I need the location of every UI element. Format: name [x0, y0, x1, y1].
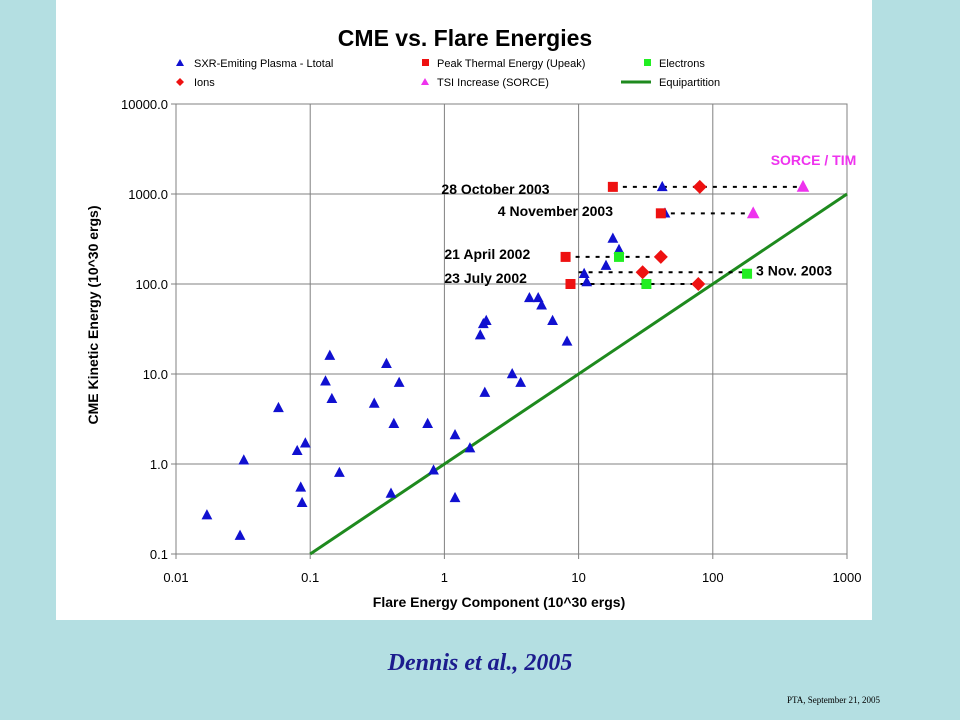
y-tick-label: 100.0 — [135, 277, 168, 292]
x-tick-label: 10 — [571, 570, 585, 585]
y-tick-label: 10.0 — [143, 367, 168, 382]
legend-item-tsi: TSI Increase (SORCE) — [421, 77, 549, 89]
sxr-point — [536, 299, 547, 310]
sxr-point — [324, 349, 336, 360]
sxr-point — [581, 276, 593, 287]
annotation-label: SORCE / TIM — [771, 152, 857, 168]
sxr-point — [613, 243, 625, 254]
thermal-point — [565, 279, 576, 289]
sxr-point — [299, 437, 311, 448]
electrons-point — [613, 251, 624, 262]
legend-label-sxr: SXR-Emiting Plasma - Ltotal — [194, 58, 333, 70]
plot-area: 0.01 0.1 1 10 100 1000 0.1 1.0 10.0 100.0 1000.0 10… — [121, 97, 861, 585]
electrons-point — [742, 268, 753, 279]
sxr-point — [388, 417, 400, 428]
sxr-point — [578, 267, 590, 278]
sxr-point — [333, 466, 345, 477]
sxr-point — [385, 487, 397, 498]
chart-title: CME vs. Flare Energies — [338, 25, 592, 51]
sxr-point — [474, 329, 486, 340]
y-tick-label: 1000.0 — [128, 187, 168, 202]
sxr-point — [295, 481, 307, 492]
sxr-point — [238, 454, 250, 465]
legend-item-thermal: Peak Thermal Energy (Upeak) — [422, 58, 585, 70]
y-tick-label: 10000.0 — [121, 97, 168, 112]
x-tick-label: 1000 — [833, 570, 862, 585]
legend-square-icon — [644, 59, 651, 66]
legend-item-electrons: Electrons — [644, 58, 705, 70]
legend-triangle-icon — [176, 59, 184, 66]
chart-panel: CME vs. Flare Energies SXR-Emiting Plasm… — [56, 0, 872, 620]
electrons-point — [641, 279, 652, 289]
legend-label-thermal: Peak Thermal Energy (Upeak) — [437, 58, 585, 70]
equipartition-line — [309, 192, 848, 556]
chart: CME vs. Flare Energies SXR-Emiting Plasm… — [85, 25, 861, 610]
sxr-point — [561, 335, 573, 346]
y-tick-label: 1.0 — [150, 457, 168, 472]
sxr-point — [291, 444, 303, 456]
plot-frame — [175, 103, 848, 555]
x-tick-label: 0.01 — [163, 570, 188, 585]
tsi-point — [746, 206, 760, 219]
legend-label-ions: Ions — [194, 77, 215, 89]
legend-item-equipartition: Equipartition — [621, 77, 720, 89]
legend-item-ions: Ions — [176, 77, 215, 89]
sxr-point — [532, 291, 544, 303]
x-axis-label-text: Flare Energy Component (10^30 ergs) — [373, 594, 625, 610]
ions-point — [691, 277, 706, 291]
sxr-point — [600, 259, 612, 270]
sxr-point — [320, 375, 331, 386]
annotation-label: 23 July 2002 — [444, 270, 527, 286]
x-tick-label: 0.1 — [301, 570, 319, 585]
legend-diamond-icon — [176, 78, 184, 86]
sxr-point — [234, 529, 246, 540]
thermal-point — [607, 181, 618, 192]
sxr-point — [515, 376, 527, 387]
thermal-point — [560, 251, 571, 262]
legend-triangle-icon — [421, 78, 429, 85]
sxr-point — [607, 232, 619, 243]
y-tick-label: 0.1 — [150, 547, 168, 562]
legend-label-electrons: Electrons — [659, 58, 705, 70]
x-axis-label: Flare Energy Component (10^30 ergs) — [373, 594, 625, 610]
tsi-point — [796, 179, 810, 192]
legend-label-tsi: TSI Increase (SORCE) — [437, 77, 549, 89]
annotation-label: 28 October 2003 — [441, 181, 549, 197]
ions-point — [635, 265, 650, 280]
ions-point — [653, 249, 668, 264]
x-tick-label: 100 — [702, 570, 724, 585]
citation-caption: Dennis et al., 2005 — [387, 650, 573, 676]
sxr-point — [326, 392, 338, 404]
sxr-point — [479, 386, 491, 397]
footer-date: PTA, September 21, 2005 — [786, 695, 880, 705]
sxr-point — [393, 376, 405, 387]
sxr-point — [381, 357, 392, 368]
legend-item-sxr: SXR-Emiting Plasma - Ltotal — [176, 58, 333, 70]
sxr-point — [480, 314, 492, 326]
ions-point — [692, 179, 707, 194]
sxr-point — [422, 417, 434, 428]
sxr-point — [273, 401, 284, 413]
legend-square-icon — [422, 59, 429, 66]
sxr-point — [449, 429, 461, 440]
annotation-label: 4 November 2003 — [498, 203, 613, 219]
y-axis-label-text: CME Kinetic Energy (10^30 ergs) — [85, 205, 101, 424]
annotation-label: 21 April 2002 — [444, 246, 530, 262]
sxr-point — [547, 314, 558, 326]
sxr-point — [449, 491, 461, 503]
sxr-point — [201, 509, 213, 520]
sxr-point — [428, 464, 439, 475]
x-tick-label: 1 — [441, 570, 448, 585]
annotation-label: 3 Nov. 2003 — [756, 262, 832, 278]
legend-label-equipartition: Equipartition — [659, 77, 720, 89]
sxr-point — [656, 180, 668, 192]
y-axis-label: CME Kinetic Energy (10^30 ergs) — [85, 205, 101, 424]
sxr-point — [464, 442, 476, 453]
thermal-point — [655, 208, 666, 219]
sxr-point — [524, 291, 535, 303]
sxr-point — [296, 496, 308, 508]
sxr-point — [506, 368, 518, 379]
sxr-point — [368, 397, 380, 408]
chart-legend: SXR-Emiting Plasma - Ltotal Peak Thermal… — [176, 58, 720, 89]
